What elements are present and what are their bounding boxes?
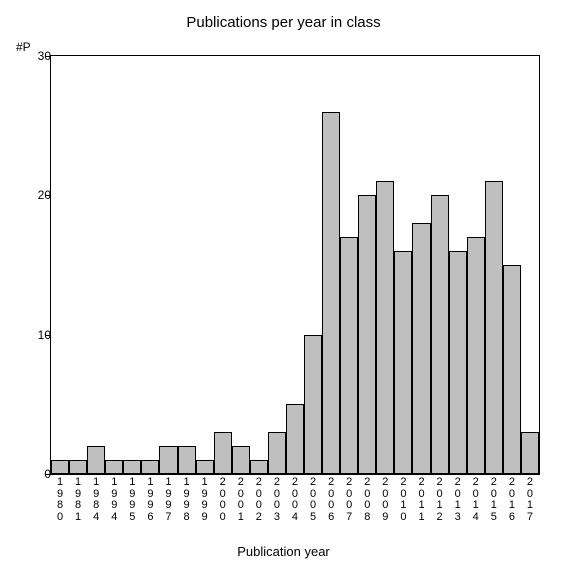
bar — [69, 460, 87, 474]
bar — [123, 460, 141, 474]
x-tick-label: 1994 — [105, 474, 123, 523]
bar — [159, 446, 177, 474]
x-tick-label: 2006 — [322, 474, 340, 523]
bar — [196, 460, 214, 474]
plot-area: 0102030198019811984199419951996199719981… — [50, 55, 540, 475]
bar — [467, 237, 485, 474]
x-tick-label: 1997 — [159, 474, 177, 523]
bar — [51, 460, 69, 474]
bar — [521, 432, 539, 474]
bar — [485, 181, 503, 474]
x-tick-label: 2001 — [232, 474, 250, 523]
x-tick-label: 1984 — [87, 474, 105, 523]
bar — [376, 181, 394, 474]
x-tick-label: 2013 — [449, 474, 467, 523]
x-tick-label: 2015 — [485, 474, 503, 523]
x-tick-label: 1981 — [69, 474, 87, 523]
x-tick-label: 2000 — [214, 474, 232, 523]
x-tick-label: 1998 — [178, 474, 196, 523]
chart-container: Publications per year in class #P 010203… — [0, 0, 567, 567]
x-tick-label: 2010 — [394, 474, 412, 523]
bar — [322, 112, 340, 474]
x-tick-label: 1995 — [123, 474, 141, 523]
bar — [87, 446, 105, 474]
y-tick-mark — [46, 195, 51, 196]
x-axis-label: Publication year — [0, 544, 567, 559]
x-tick-label: 2007 — [340, 474, 358, 523]
bar — [268, 432, 286, 474]
x-tick-label: 2012 — [431, 474, 449, 523]
bar — [214, 432, 232, 474]
x-tick-label: 2016 — [503, 474, 521, 523]
bar — [141, 460, 159, 474]
bar — [250, 460, 268, 474]
x-tick-label: 2008 — [358, 474, 376, 523]
x-tick-label: 2009 — [376, 474, 394, 523]
x-tick-label: 1999 — [196, 474, 214, 523]
bar — [105, 460, 123, 474]
bar — [449, 251, 467, 474]
bar — [431, 195, 449, 474]
bar — [304, 335, 322, 474]
bar — [503, 265, 521, 474]
bar — [358, 195, 376, 474]
y-tick-mark — [46, 56, 51, 57]
bar — [178, 446, 196, 474]
x-tick-label: 2002 — [250, 474, 268, 523]
x-tick-label: 1996 — [141, 474, 159, 523]
bar — [412, 223, 430, 474]
x-tick-label: 2017 — [521, 474, 539, 523]
bar — [394, 251, 412, 474]
x-tick-label: 2014 — [467, 474, 485, 523]
chart-title: Publications per year in class — [0, 14, 567, 31]
x-tick-label: 2003 — [268, 474, 286, 523]
bar — [232, 446, 250, 474]
y-tick-mark — [46, 335, 51, 336]
x-tick-label: 2011 — [412, 474, 430, 523]
x-tick-label: 1980 — [51, 474, 69, 523]
x-tick-label: 2005 — [304, 474, 322, 523]
bar — [286, 404, 304, 474]
bar — [340, 237, 358, 474]
x-tick-label: 2004 — [286, 474, 304, 523]
